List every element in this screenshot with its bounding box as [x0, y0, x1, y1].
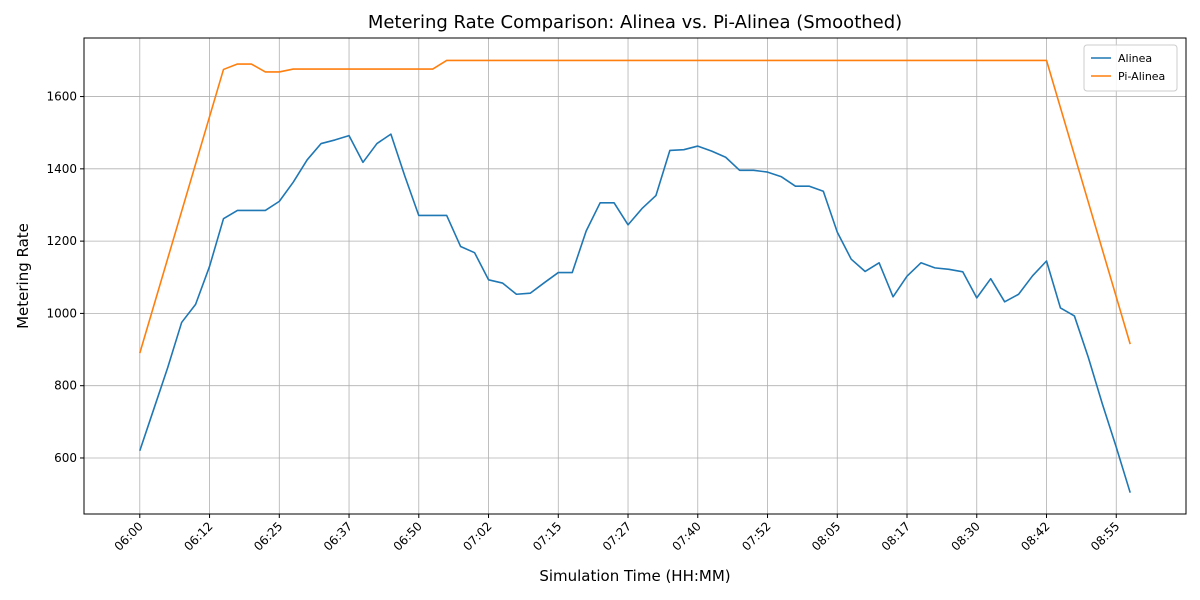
y-tick-label: 600 — [54, 451, 77, 465]
y-tick-label: 1000 — [46, 306, 77, 320]
y-tick-label: 800 — [54, 379, 77, 393]
y-axis-title: Metering Rate — [14, 223, 32, 329]
y-tick-label: 1600 — [46, 90, 77, 104]
y-tick-label: 1200 — [46, 234, 77, 248]
y-tick-label: 1400 — [46, 162, 77, 176]
chart-title: Metering Rate Comparison: Alinea vs. Pi-… — [368, 12, 902, 33]
legend-label: Alinea — [1118, 52, 1152, 65]
legend: Alinea Pi-Alinea — [1083, 44, 1178, 92]
legend-label: Pi-Alinea — [1118, 70, 1165, 83]
legend-box — [1083, 44, 1178, 92]
series-lines — [139, 59, 1131, 493]
plot-frame — [83, 37, 1187, 515]
y-axis: 600 800 1000 1200 1400 1600 — [46, 90, 84, 465]
series-line-alinea — [139, 133, 1131, 493]
grid-lines — [84, 38, 1186, 514]
series-line-pi-alinea — [139, 59, 1131, 354]
x-axis-title: Simulation Time (HH:MM) — [539, 567, 730, 585]
